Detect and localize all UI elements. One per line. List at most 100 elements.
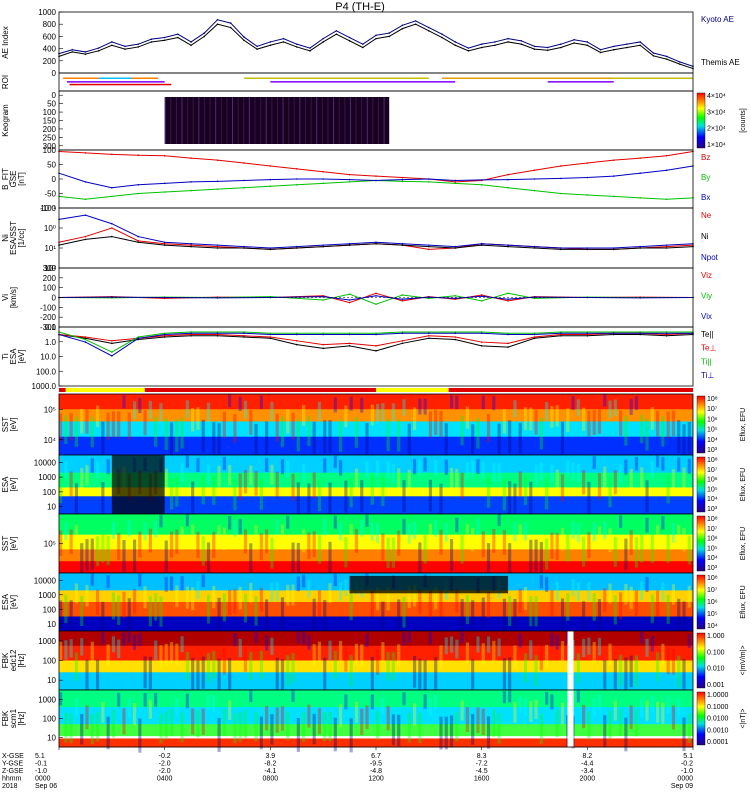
fbk2-spectrum-streak [286,711,290,740]
esa2-colorbar-tick: 10⁷ [707,587,718,594]
vi-series-1-point [480,300,483,302]
ti-series-1-point [560,333,562,336]
fbk2-axis-label: [Hz] [17,711,26,725]
sst2-spectrum-streak [412,521,417,540]
sst2-spectrum-streak [386,537,390,569]
fbk1-spectrum-streak [101,631,105,645]
fbk2-spectrum-streak [80,713,84,745]
fbk1-spectrum-streak [243,647,248,672]
esa1-spectrum-band [59,487,693,497]
fbk1-spectrum-streak [317,641,322,662]
esa1-spectrum-streak [85,465,89,486]
ti-series-1-point [243,334,245,337]
fbk1-spectrum-streak [228,658,232,692]
sst1-spectrum-streak [481,395,485,410]
sst1-spectrum-streak [132,401,137,420]
fbk1-spectrum-band [59,631,693,647]
fbk2-spectrum-streak [545,691,549,705]
fbk1-spectrum-streak [513,645,517,669]
fbk2-colorbar-tick: 0.1000 [707,704,729,711]
fbk1-spectrum-streak [582,638,586,657]
fbk1-spectrum-streak [212,650,216,679]
esa1-spectrum-streak [74,483,79,518]
fbk2-spectrum-streak [423,694,427,709]
vi-ytick-label: -200 [40,313,57,322]
fbk1-spectrum-streak [645,638,649,657]
esa2-spectrum-streak [265,599,269,632]
esa2-spectrum-streak [465,594,469,625]
ti-ytick-label: 1000.0 [32,382,57,391]
ti-series-0-point [322,347,324,350]
fbk1-spectrum-streak [661,643,665,666]
esa2-spectrum-streak [122,591,126,619]
fbk1-spectrum-streak [539,646,543,671]
esa1-spectrum-streak [518,471,522,497]
fbk1-spectrum-streak [286,655,290,687]
sst1-spectrum-streak [196,407,200,431]
sst2-spectrum-streak [465,524,469,545]
bfit-series-0-point [639,157,641,159]
ni-series-1-point [322,245,324,248]
ni-legend-entry: Npot [701,253,719,262]
vi-series-1-point [454,295,457,297]
esa1-colorbar-tick: 10⁶ [707,477,718,484]
ti-ytick-label: 0.1 [45,323,57,332]
esa2-spectrum-streak [138,573,142,587]
keo-ytick-label: 300 [43,142,57,151]
sst2-spectrum-streak [90,538,94,571]
fbk1-spectrum-streak [291,653,295,683]
ti-series-0-point [269,337,272,340]
ni-series-1-point [295,247,298,249]
esa2-spectrum-band [59,590,693,603]
esa1-spectrum-streak [613,470,617,495]
esa2-spectrum-streak [317,590,322,617]
sst2-spectrum-streak [286,515,290,529]
sst2-spectrum-streak [486,543,491,579]
keogram-column [321,97,323,144]
ae-series-0-point [71,48,74,51]
sst2-spectrum-streak [576,523,580,543]
sst2-spectrum-streak [502,530,506,555]
fbk2-spectrum-streak [476,707,480,733]
esa2-spectrum-streak [566,593,570,621]
fbk2-spectrum-streak [74,697,79,716]
fbk1-spectrum-streak [666,648,670,675]
ti-series-1-point [428,334,430,337]
ae-series-1-point [480,46,483,49]
ae-series-0-point [599,48,602,51]
keogram-column [344,97,346,144]
esa2-spectrum-streak [545,577,549,593]
sst1-spectrum-streak [666,411,670,438]
fbk2-spectrum-streak [228,700,232,721]
fbk1-panel: 1000 100 10 [38,630,694,696]
fbk2-spectrum-streak [677,697,681,716]
sst2-spectrum-streak [449,539,454,571]
fbk2-colorbar [696,691,706,746]
esa2-ytick-label: 100 [43,605,57,614]
fbk1-spectrum-band [59,660,693,673]
sst1-spectrum-streak [323,420,327,454]
fbk2-spectrum-streak [249,690,253,703]
sst1-spectrum-streak [117,411,121,438]
vi-series-1-point [533,297,536,300]
vi-series-2-point [348,299,351,301]
vi-series-2-point [269,296,272,299]
bfit-ytick-label: 100 [43,146,57,155]
ae-series-0-point [309,47,311,49]
sst1-spectrum-streak [560,421,565,457]
ae-series-1-point [573,42,575,44]
sst1-spectrum-streak [228,394,232,408]
sst1-spectrum-streak [386,418,390,451]
vi-series-2-point [454,297,457,300]
esa2-spectrum-streak [85,585,89,607]
esa2-spectrum-streak [243,594,248,623]
ni-series-1-point [163,244,166,246]
bfit-series-1-point [163,191,166,193]
sst1-spectrum-streak [206,402,211,423]
sst2-spectrum-streak [228,516,232,530]
sst2-spectrum-streak [349,523,353,544]
sst2-spectrum-streak [101,534,105,563]
sst1-spectrum-streak [138,397,142,414]
sst2-spectrum-streak [608,528,612,552]
